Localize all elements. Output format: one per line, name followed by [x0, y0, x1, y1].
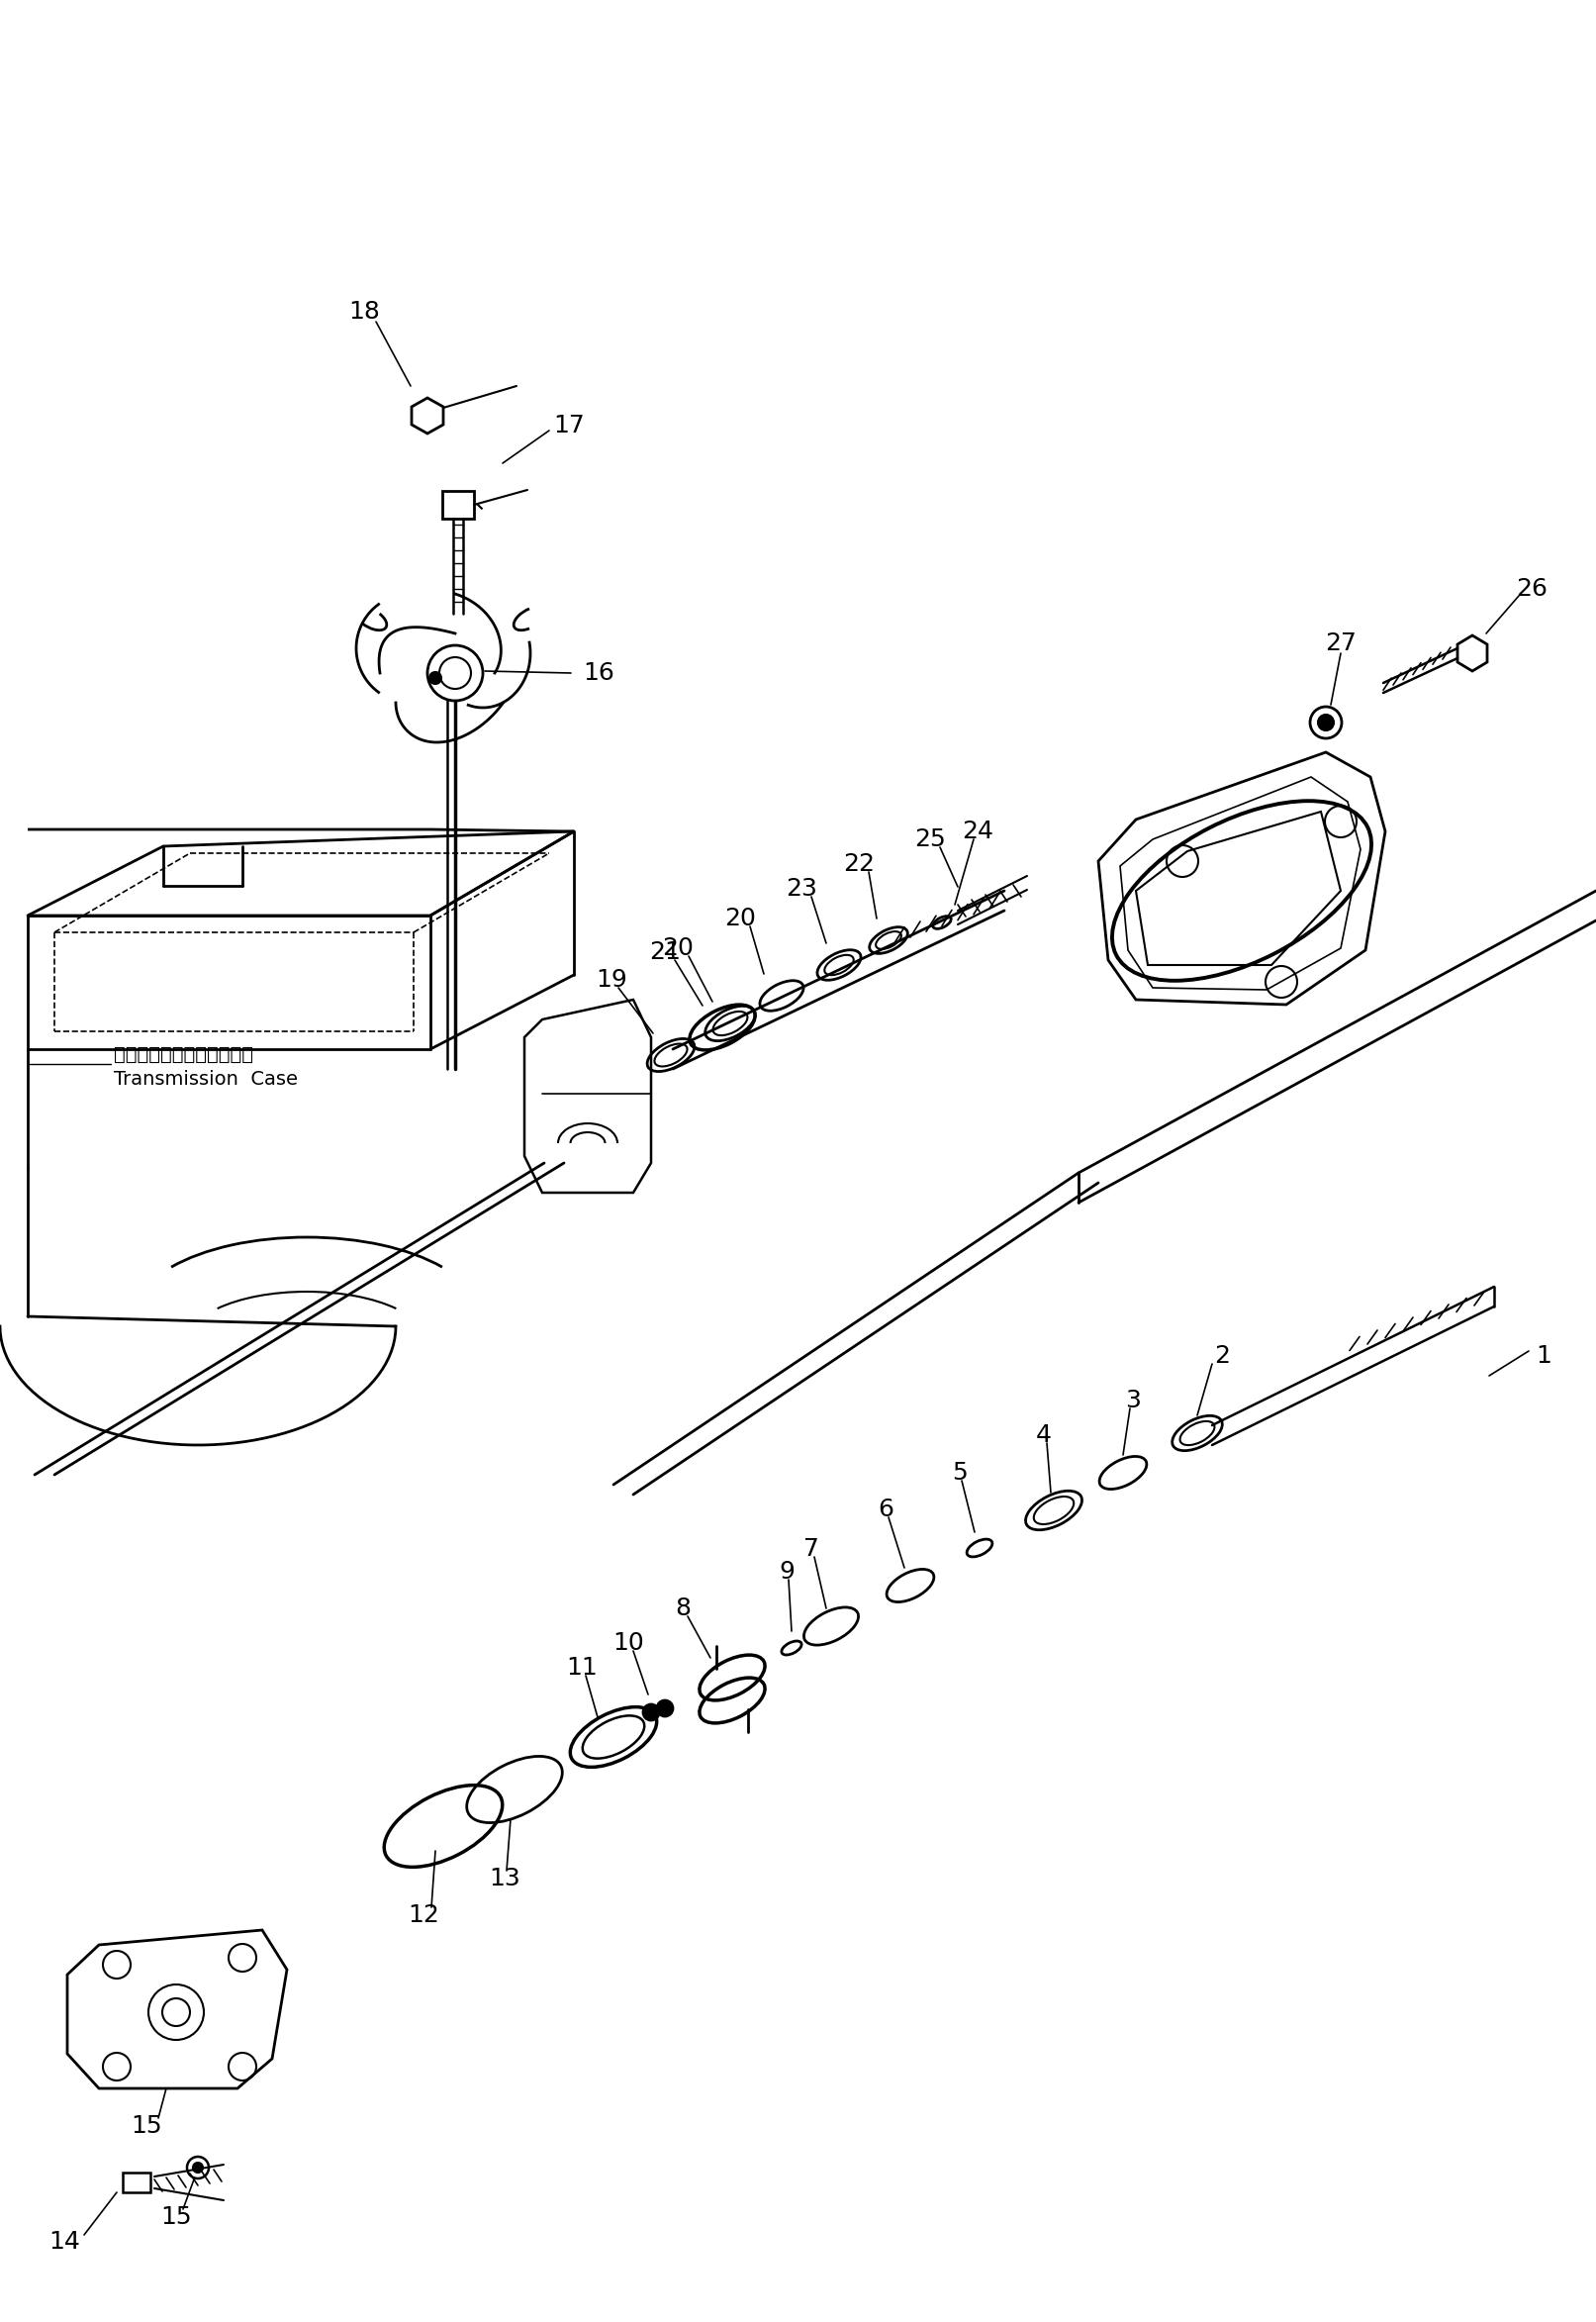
- Text: 15: 15: [131, 2113, 163, 2139]
- Text: 7: 7: [803, 1537, 819, 1560]
- Text: 4: 4: [1036, 1423, 1052, 1447]
- Text: 9: 9: [779, 1560, 795, 1584]
- Text: 20: 20: [662, 936, 694, 959]
- Circle shape: [643, 1704, 659, 1721]
- Text: 5: 5: [951, 1461, 967, 1484]
- Text: 6: 6: [878, 1498, 894, 1521]
- Text: 17: 17: [554, 413, 584, 437]
- Text: 16: 16: [583, 662, 614, 685]
- Text: 11: 11: [567, 1656, 597, 1679]
- Circle shape: [658, 1700, 674, 1716]
- Text: 15: 15: [161, 2206, 192, 2229]
- Text: 26: 26: [1516, 578, 1548, 601]
- Circle shape: [193, 2162, 203, 2173]
- Text: 19: 19: [595, 968, 627, 991]
- Text: 23: 23: [785, 878, 817, 901]
- Text: Transmission  Case: Transmission Case: [113, 1070, 298, 1089]
- Text: 3: 3: [1125, 1389, 1141, 1412]
- Text: 14: 14: [48, 2229, 80, 2255]
- Circle shape: [429, 671, 442, 685]
- Text: 27: 27: [1325, 632, 1357, 655]
- Text: 13: 13: [488, 1867, 520, 1890]
- Text: 21: 21: [650, 940, 680, 964]
- Text: 10: 10: [613, 1630, 645, 1656]
- Text: 8: 8: [675, 1598, 691, 1621]
- Text: トランスミッションケース: トランスミッションケース: [113, 1045, 254, 1063]
- Circle shape: [1318, 715, 1334, 731]
- Text: 2: 2: [1215, 1344, 1231, 1368]
- Text: 1: 1: [1535, 1344, 1551, 1368]
- Text: 22: 22: [843, 852, 875, 875]
- Text: 12: 12: [407, 1904, 439, 1927]
- Text: 20: 20: [725, 906, 757, 931]
- Text: 25: 25: [915, 827, 946, 852]
- Text: 18: 18: [348, 300, 380, 323]
- Text: 24: 24: [962, 820, 993, 843]
